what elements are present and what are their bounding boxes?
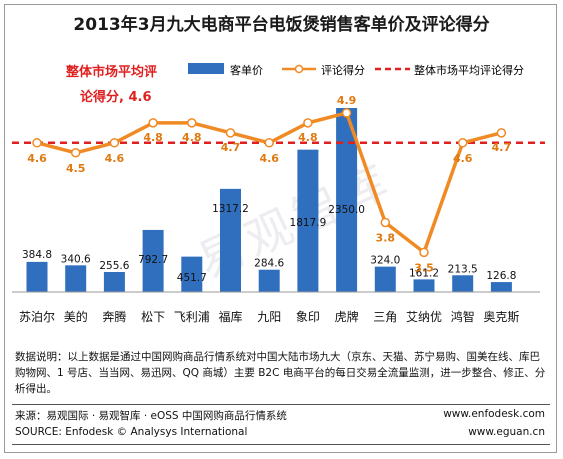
legend-bar-label: 客单价 (230, 63, 263, 77)
legend-line-marker (294, 64, 304, 74)
score-marker (187, 118, 197, 128)
bar-美的 (65, 265, 87, 292)
score-marker (264, 138, 274, 148)
data-note: 数据说明：以上数据是通过中国网购商品行情系统对中国大陆市场九大（京东、天猫、苏宁… (15, 351, 546, 395)
bar-value-label: 284.6 (254, 258, 284, 270)
avg-annotation-line1: 整体市场平均评 (65, 64, 157, 80)
bar-苏泊尔 (26, 261, 48, 292)
category-label: 艾纳优 (406, 310, 442, 324)
score-value-label: 4.6 (259, 152, 279, 165)
bar-九阳 (258, 269, 280, 292)
footer-rule-bottom (12, 444, 550, 445)
category-label: 鸿智 (451, 309, 475, 324)
score-marker (419, 247, 429, 258)
score-value-label: 4.6 (453, 152, 473, 165)
score-value-label: 4.5 (66, 162, 86, 175)
bar-value-label: 126.8 (486, 270, 516, 282)
score-value-label: 4.6 (27, 152, 47, 165)
combo-chart: 384.8 340.6 255.6 792.7 451.7 1317.2 284.6 1817… (12, 63, 545, 324)
score-marker (341, 108, 352, 118)
category-label: 福库 (218, 309, 242, 324)
bar-value-label: 451.7 (177, 272, 207, 284)
category-label: 象印 (296, 310, 320, 324)
score-marker (496, 128, 507, 138)
score-marker (148, 118, 158, 128)
score-marker (457, 138, 468, 148)
score-value-label: 4.9 (337, 94, 357, 107)
footer-url-2: www.eguan.cn (468, 426, 545, 438)
chart-frame (4, 4, 557, 453)
footer-source-cn: 来源：易观国际 · 易观智库 · eOSS 中国网购商品行情系统 (15, 410, 287, 422)
bar-艾纳优 (413, 279, 435, 292)
footer-url-1: www.enfodesk.com (443, 408, 545, 420)
category-label: 奔腾 (102, 309, 126, 324)
category-label: 奥克斯 (483, 310, 519, 324)
bar-象印 (297, 149, 319, 292)
score-marker (303, 118, 313, 128)
score-marker (380, 217, 391, 228)
footer-source-en: SOURCE: Enfodesk © Analysys Internationa… (15, 426, 248, 438)
bar-飞利浦 (181, 256, 203, 292)
bar-value-label: 1317.2 (212, 203, 249, 215)
bar-value-label: 213.5 (448, 263, 478, 275)
score-value-label: 3.5 (414, 261, 434, 274)
score-marker (225, 128, 236, 138)
legend-line-label: 评论得分 (321, 63, 365, 77)
bar-虎牌 (336, 108, 358, 292)
bar-奔腾 (103, 271, 125, 292)
bar-福库 (220, 188, 241, 292)
bar-value-label: 161.2 (409, 267, 439, 279)
avg-annotation-line2: 论得分, 4.6 (80, 89, 152, 105)
score-line (36, 111, 502, 255)
bar-松下 (142, 229, 164, 292)
category-label: 三角 (373, 310, 397, 324)
score-value-label: 4.7 (492, 141, 512, 154)
legend-avg-label: 整体市场平均评论得分 (414, 63, 524, 77)
bar-value-label: 1817.9 (290, 217, 327, 229)
footer-rule-top (12, 404, 550, 405)
bar-鸿智 (452, 275, 474, 292)
score-value-label: 4.6 (105, 152, 125, 165)
category-label: 虎牌 (335, 310, 359, 324)
bar-value-label: 2350.0 (328, 204, 365, 216)
legend-bar-swatch (188, 63, 224, 74)
category-label: 飞利浦 (174, 310, 210, 324)
bar-value-label: 340.6 (61, 253, 91, 265)
chart-title: 2013年3月九大电商平台电饭煲销售客单价及评论得分 (73, 15, 490, 35)
category-label: 美的 (64, 309, 88, 324)
bar-奥克斯 (490, 282, 512, 292)
score-value-label: 4.8 (143, 131, 163, 144)
score-value-label: 4.8 (298, 131, 318, 144)
category-label: 苏泊尔 (19, 309, 55, 324)
bar-value-label: 384.8 (22, 249, 52, 261)
score-value-label: 3.8 (376, 231, 396, 244)
bar-value-label: 255.6 (99, 260, 129, 272)
score-value-label: 4.8 (182, 131, 202, 144)
category-label: 松下 (141, 310, 165, 324)
score-marker (32, 138, 42, 148)
bar-value-label: 324.0 (370, 255, 400, 267)
bar-value-label: 792.7 (138, 254, 168, 266)
bar-三角 (374, 266, 396, 292)
score-marker (70, 148, 81, 158)
category-label: 九阳 (257, 310, 281, 324)
score-value-label: 4.7 (221, 141, 241, 154)
score-marker (109, 138, 120, 148)
